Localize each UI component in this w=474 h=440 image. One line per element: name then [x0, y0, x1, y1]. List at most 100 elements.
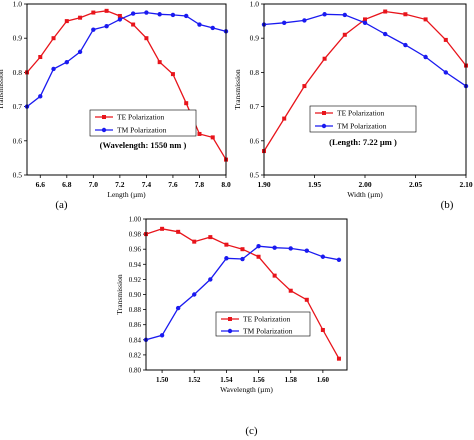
y-tick-label: 0.9 — [250, 34, 260, 43]
data-point-tm — [304, 248, 309, 253]
data-point-tm — [383, 31, 388, 37]
x-tick-label: 1.95 — [308, 180, 321, 189]
data-point-te — [176, 229, 181, 234]
chart-panel-2: 0.5 0.6 0.7 0.8 0.9 1.0 1.90 1.95 2.00 2.05 2.10 Wi… — [233, 0, 473, 211]
data-point-te — [104, 8, 109, 13]
legend-marker — [102, 115, 106, 119]
series-line-tm — [263, 13, 467, 87]
data-point-te — [78, 15, 83, 20]
data-point-te — [224, 242, 229, 247]
y-tick-label: 0.8 — [250, 68, 260, 77]
legend-label: TM Polarization — [117, 126, 167, 135]
legend-label: TM Polarization — [243, 327, 293, 336]
legend-marker — [322, 111, 326, 115]
plot-frame — [26, 3, 227, 176]
data-point-tm — [104, 24, 109, 29]
x-tick-label: 1.50 — [156, 376, 169, 384]
data-point-te — [320, 327, 325, 332]
x-tick-label: 2.00 — [358, 180, 371, 189]
series-line-te — [26, 10, 227, 160]
x-tick-label: 7.8 — [195, 180, 205, 189]
legend-marker — [227, 328, 233, 334]
data-point-tm — [256, 243, 261, 249]
data-point-te — [51, 36, 56, 41]
data-point-tm — [362, 20, 368, 26]
legend-marker — [228, 317, 232, 321]
chart-panel-3: 0.80 0.82 0.84 0.86 0.88 0.90 0.92 0.94 0.96 0.98… — [115, 216, 348, 437]
data-point-te — [272, 273, 277, 278]
y-axis-label: Transmission — [115, 274, 124, 314]
x-tick-label: 7.2 — [115, 180, 125, 189]
data-point-tm — [91, 27, 96, 32]
legend-label: TE Polarization — [337, 109, 385, 118]
y-tick-label: 1.0 — [13, 0, 23, 9]
data-point-tm — [322, 12, 327, 17]
x-axis-label: Width (µm) — [347, 190, 383, 199]
data-point-tm — [208, 277, 213, 282]
series-line-tm — [26, 11, 227, 108]
data-point-te — [210, 135, 215, 140]
y-tick-label: 0.5 — [250, 171, 260, 180]
x-tick-label: 1.60 — [317, 376, 330, 384]
x-tick-label: 2.10 — [459, 180, 472, 189]
chart-annotation: (Wavelength: 1550 nm ) — [100, 140, 187, 150]
y-tick-label: 0.94 — [129, 261, 142, 269]
y-tick-label: 1.0 — [250, 0, 260, 9]
legend-label: TM Polarization — [337, 122, 387, 131]
chart-annotation: (Length: 7.22 µm ) — [329, 137, 397, 147]
data-point-te — [288, 288, 293, 293]
y-tick-label: 0.6 — [250, 136, 260, 145]
data-point-te — [117, 13, 122, 18]
data-point-tm — [64, 59, 70, 65]
data-point-tm — [288, 246, 293, 251]
data-point-te — [302, 84, 307, 89]
x-tick-label: 1.54 — [220, 376, 233, 384]
data-point-tm — [157, 12, 162, 17]
y-tick-label: 0.8 — [13, 68, 23, 77]
data-point-te — [403, 12, 408, 17]
x-tick-label: 7.6 — [168, 180, 178, 189]
y-tick-label: 0.5 — [13, 171, 23, 180]
y-tick-label: 0.7 — [250, 102, 260, 111]
data-point-tm — [77, 49, 83, 55]
data-point-te — [342, 32, 347, 37]
legend-marker — [321, 123, 327, 129]
data-point-te — [170, 72, 175, 77]
data-point-tm — [443, 70, 448, 75]
y-tick-label: 0.88 — [129, 306, 142, 314]
y-tick-label: 0.6 — [13, 136, 23, 145]
x-tick-label: 1.56 — [252, 376, 265, 384]
data-point-tm — [51, 66, 56, 72]
data-point-tm — [210, 25, 215, 31]
data-point-tm — [282, 20, 287, 26]
data-point-tm — [175, 305, 181, 311]
data-point-tm — [184, 13, 189, 19]
x-tick-label: 7.0 — [89, 180, 99, 189]
data-point-tm — [272, 245, 277, 250]
y-axis-label: Transmission — [0, 69, 5, 109]
legend-box — [309, 105, 417, 133]
data-point-te — [91, 10, 96, 15]
data-point-tm — [423, 54, 428, 60]
panel-label: (a) — [55, 199, 68, 211]
x-axis-label: Length (µm) — [107, 190, 146, 199]
y-tick-label: 0.80 — [129, 367, 142, 375]
data-point-te — [322, 56, 327, 61]
data-point-te — [256, 254, 261, 259]
data-point-te — [64, 19, 69, 24]
y-tick-label: 0.96 — [129, 246, 142, 254]
data-point-te — [157, 60, 162, 65]
y-tick-label: 0.7 — [13, 102, 23, 111]
data-point-tm — [117, 17, 123, 22]
y-tick-label: 0.9 — [13, 34, 23, 43]
data-point-tm — [240, 256, 245, 262]
data-point-tm — [336, 257, 342, 262]
x-tick-label: 6.8 — [62, 180, 72, 189]
data-point-te — [160, 226, 165, 231]
legend-label: TE Polarization — [243, 315, 291, 324]
data-point-tm — [38, 94, 43, 99]
y-tick-label: 0.90 — [129, 291, 142, 299]
data-point-te — [282, 116, 287, 121]
data-point-te — [197, 131, 202, 136]
